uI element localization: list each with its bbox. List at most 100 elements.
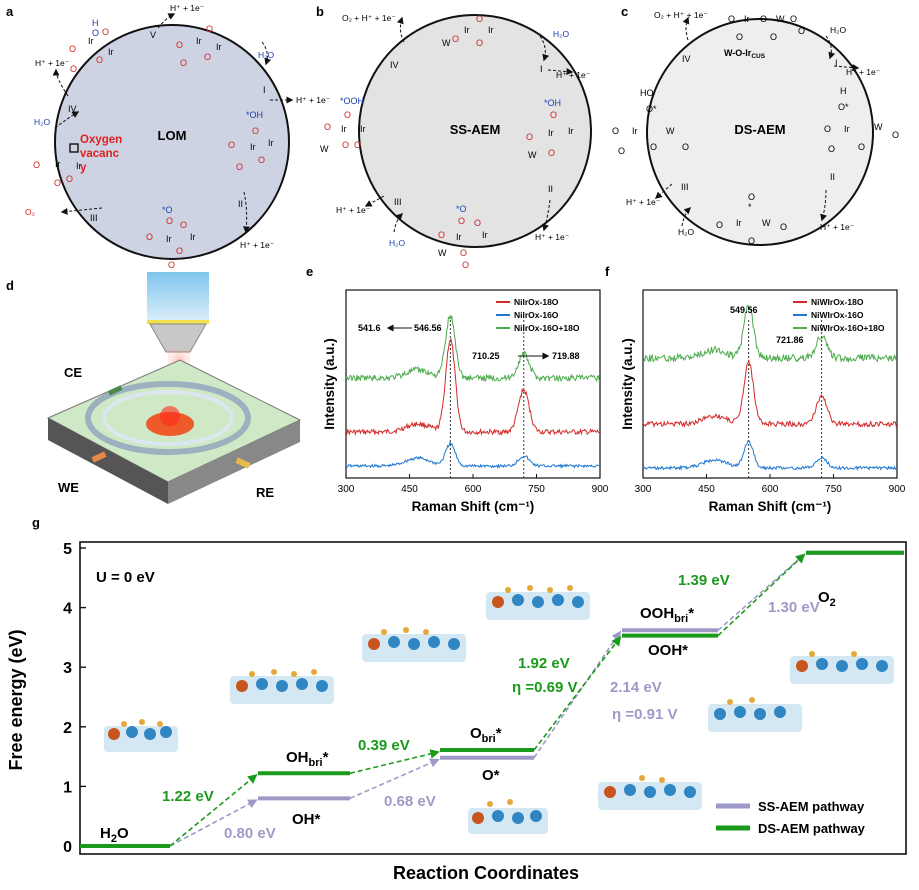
legend-label-1: NiWIrOx-16O (811, 310, 864, 320)
raman-beam (147, 272, 209, 324)
lom-reactants: H⁺ + 1e⁻ H⁺ + 1e⁻ H⁺ + 1e⁻ H⁺ + 1e⁻ H₂O … (25, 3, 331, 250)
panel-g-ylabel: Free energy (eV) (6, 629, 26, 770)
svg-text:*O: *O (456, 204, 467, 214)
svg-text:*: * (748, 202, 752, 212)
svg-text:Ir: Ir (76, 161, 82, 171)
panel-f-xlabel: Raman Shift (cm⁻¹) (709, 499, 832, 514)
ss-step-2: 0.68 eV (384, 793, 436, 810)
panel-e-annotations: 541.6 546.56 710.25 719.88 (358, 323, 580, 361)
label-o2: O2 (818, 589, 836, 609)
ds-aem-dashed-arrows (654, 16, 860, 227)
svg-text:O: O (460, 248, 467, 258)
svg-text:O: O (342, 140, 349, 150)
svg-text:H⁺ + 1e⁻: H⁺ + 1e⁻ (35, 58, 70, 68)
svg-text:IV: IV (68, 104, 77, 114)
peak-annotation-546: 546.56 (414, 323, 442, 333)
legend-label-2: NiIrOx-16O+18O (514, 323, 580, 333)
ss-step-3: 2.14 eV (610, 679, 662, 696)
panel-b-cycle: b SS-AEM O₂ + H⁺ + 1e⁻ H₂O H⁺ + 1e⁻ H⁺ +… (316, 4, 592, 270)
svg-text:O₂: O₂ (25, 207, 35, 217)
svg-text:H: H (92, 18, 99, 28)
svg-text:O: O (438, 230, 445, 240)
svg-text:H⁺ + 1e⁻: H⁺ + 1e⁻ (336, 205, 371, 215)
svg-text:H₂O: H₂O (258, 50, 274, 60)
svg-text:V: V (150, 30, 156, 40)
svg-text:O₂ + H⁺ + 1e⁻: O₂ + H⁺ + 1e⁻ (342, 13, 396, 23)
panel-f-ylabel: Intensity (a.u.) (620, 338, 635, 430)
svg-text:III: III (394, 197, 402, 207)
svg-text:O*: O* (838, 102, 849, 112)
panel-f-legend: NiWIrOx-18O NiWIrOx-16O NiWIrOx-16O+18O (793, 297, 885, 333)
surface-model-ss-o2 (708, 697, 802, 732)
svg-text:Oxygen: Oxygen (80, 134, 122, 146)
svg-text:Ir: Ir (568, 126, 574, 136)
step-energy-labels: 1.22 eV 0.39 eV 1.92 eV 1.39 eV η =0.69 … (162, 572, 820, 842)
laser-spot (160, 406, 180, 426)
we-label: WE (58, 480, 79, 495)
ss-aem-center-label: SS-AEM (450, 122, 501, 137)
panel-d-setup: d CE WE RE (6, 272, 302, 504)
panel-label-f: f (605, 264, 610, 279)
ss-aem-dashed-arrows (364, 16, 574, 233)
surface-model-ss-o (468, 799, 548, 834)
ss-connector-1 (349, 758, 440, 800)
svg-text:Ir: Ir (55, 159, 61, 169)
svg-text:H⁺ + 1e⁻: H⁺ + 1e⁻ (240, 240, 275, 250)
svg-text:O: O (474, 218, 481, 228)
svg-text:I: I (263, 85, 266, 95)
label-oohbri: OOHbri* (640, 605, 694, 625)
panel-label-c: c (621, 4, 628, 19)
svg-text:Ir: Ir (166, 234, 172, 244)
state-labels: H2O OHbri* OH* Obri* O* OOHbri* OOH* O2 (100, 589, 836, 845)
ss-connector-2 (533, 630, 622, 759)
svg-text:Ir: Ir (250, 142, 256, 152)
svg-text:H₂O: H₂O (830, 25, 846, 35)
panel-f-raman: f Raman Shift (cm⁻¹) Intensity (a.u.) 30… (605, 264, 906, 514)
ds-step-4: 1.39 eV (678, 572, 730, 589)
legend-label-0: NiWIrOx-18O (811, 297, 864, 307)
panel-label-a: a (6, 4, 14, 19)
lens-top (147, 320, 209, 324)
xtick-label-2: 600 (465, 484, 482, 495)
label-ooh: OOH* (648, 642, 688, 659)
condition-label: U = 0 eV (96, 569, 155, 586)
svg-text:O: O (526, 132, 533, 142)
svg-text:II: II (548, 184, 553, 194)
svg-text:Ir: Ir (216, 42, 222, 52)
svg-text:O: O (476, 14, 483, 24)
svg-text:O: O (728, 14, 735, 24)
svg-text:Ir: Ir (190, 232, 196, 242)
svg-text:H₂O: H₂O (34, 117, 50, 127)
svg-text:HO: HO (640, 88, 654, 98)
legend-label-2: NiWIrOx-16O+18O (811, 323, 885, 333)
svg-text:O: O (780, 222, 787, 232)
svg-text:O: O (70, 64, 77, 74)
svg-text:O: O (892, 130, 899, 140)
objective-lens (149, 323, 207, 353)
svg-text:O: O (176, 40, 183, 50)
xtick-label-3: 750 (528, 484, 545, 495)
ss-aem-structures: OIr IrO OW *OOH OIr IrO OW O *OH OIr IrO… (320, 14, 574, 270)
svg-text:Ir: Ir (548, 128, 554, 138)
svg-text:H⁺ + 1e⁻: H⁺ + 1e⁻ (296, 95, 331, 105)
svg-text:O: O (204, 52, 211, 62)
ss-step-4: 1.30 eV (768, 599, 820, 616)
ss-connector-0 (169, 799, 258, 847)
svg-text:W: W (666, 126, 675, 136)
svg-text:O: O (790, 14, 797, 24)
svg-text:O: O (168, 260, 175, 270)
panel-g-free-energy: g 0 1 2 3 4 5 Free energy (eV) Reaction Coord… (6, 515, 907, 883)
series-line-0 (345, 338, 601, 437)
ds-connector-0 (169, 774, 258, 847)
panel-label-g: g (32, 515, 40, 530)
series-line-2 (642, 304, 898, 364)
lom-dashed-arrows (52, 13, 294, 234)
xtick-label-0: 300 (338, 484, 355, 495)
peak-annotation-549: 549.56 (730, 305, 758, 315)
ytick-label-4: 4 (63, 601, 72, 618)
svg-text:III: III (681, 182, 689, 192)
legend-label-ss: SS-AEM pathway (758, 799, 865, 814)
panel-f-plot-area (642, 304, 898, 478)
